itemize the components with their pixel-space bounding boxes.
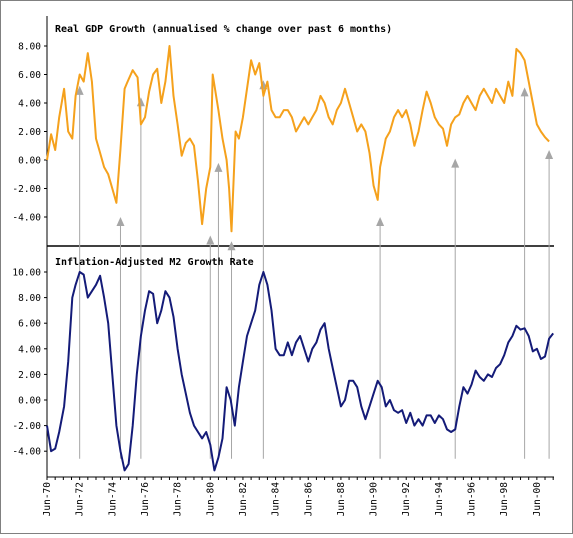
- x-tick-label: Jun-98: [499, 482, 510, 517]
- x-tick-label: Jun-82: [238, 482, 249, 516]
- x-tick-label: Jun-78: [173, 482, 184, 517]
- x-tick-label: Jun-92: [401, 482, 412, 516]
- x-tick-label: Jun-74: [107, 482, 118, 517]
- turning-point-arrows: [75, 80, 554, 459]
- x-tick-label: Jun-84: [271, 482, 282, 517]
- gdp-y-tick-label: 6.00: [18, 70, 41, 81]
- m2-y-tick-label: 8.00: [18, 293, 41, 304]
- m2-panel-title: Inflation-Adjusted M2 Growth Rate: [55, 256, 254, 268]
- m2-y-tick-label: 10.00: [12, 268, 41, 279]
- x-tick-label: Jun-90: [369, 482, 380, 517]
- gdp-growth-line: [46, 45, 550, 233]
- m2-y-tick-label: 0.00: [18, 396, 41, 407]
- x-tick-label: Jun-76: [140, 482, 151, 517]
- x-tick-label: Jun-88: [336, 482, 347, 517]
- gdp-y-axis: -4.00 -2.00 0.00 2.00 4.00 6.00 8.00: [12, 16, 48, 246]
- m2-y-tick-label: -2.00: [12, 421, 41, 432]
- m2-y-tick-label: 6.00: [18, 319, 41, 330]
- x-tick-label: Jun-86: [303, 482, 314, 517]
- x-axis: Jun-70 Jun-72 Jun-74 Jun-76 Jun-78 Jun-80 Jun-…: [42, 476, 554, 517]
- arrow-head: [227, 241, 236, 251]
- x-tick-label: Jun-94: [434, 482, 445, 517]
- arrow-head: [376, 217, 385, 226]
- x-tick-label: Jun-70: [42, 482, 53, 517]
- x-tick-label: Jun-80: [205, 482, 216, 517]
- m2-y-tick-label: 2.00: [18, 370, 41, 381]
- arrow-head: [545, 150, 554, 160]
- arrow-head: [214, 162, 223, 172]
- x-tick-label: Jun-96: [467, 482, 478, 517]
- arrow-head: [520, 87, 529, 97]
- gdp-y-tick-label: 8.00: [18, 42, 41, 53]
- arrow-head: [75, 85, 84, 95]
- x-tick-label: Jun-00: [532, 482, 543, 517]
- gdp-y-tick-label: 0.00: [18, 156, 41, 167]
- arrow-head: [206, 235, 215, 245]
- arrow-head: [116, 217, 125, 226]
- gdp-y-tick-label: -2.00: [12, 184, 41, 195]
- m2-y-axis: -4.00 -2.00 0.00 2.00 4.00 6.00 8.00 10.00: [12, 246, 48, 477]
- m2-growth-line: [46, 271, 554, 472]
- m2-y-tick-label: -4.00: [12, 447, 41, 458]
- gdp-y-tick-label: -4.00: [12, 213, 41, 224]
- gdp-y-tick-label: 2.00: [18, 127, 41, 138]
- m2-y-tick-label: 4.00: [18, 344, 41, 355]
- gdp-y-tick-label: 4.00: [18, 99, 41, 110]
- arrow-head: [451, 158, 460, 168]
- x-tick-label: Jun-72: [75, 482, 86, 516]
- gdp-panel-title: Real GDP Growth (annualised % change ove…: [55, 23, 392, 35]
